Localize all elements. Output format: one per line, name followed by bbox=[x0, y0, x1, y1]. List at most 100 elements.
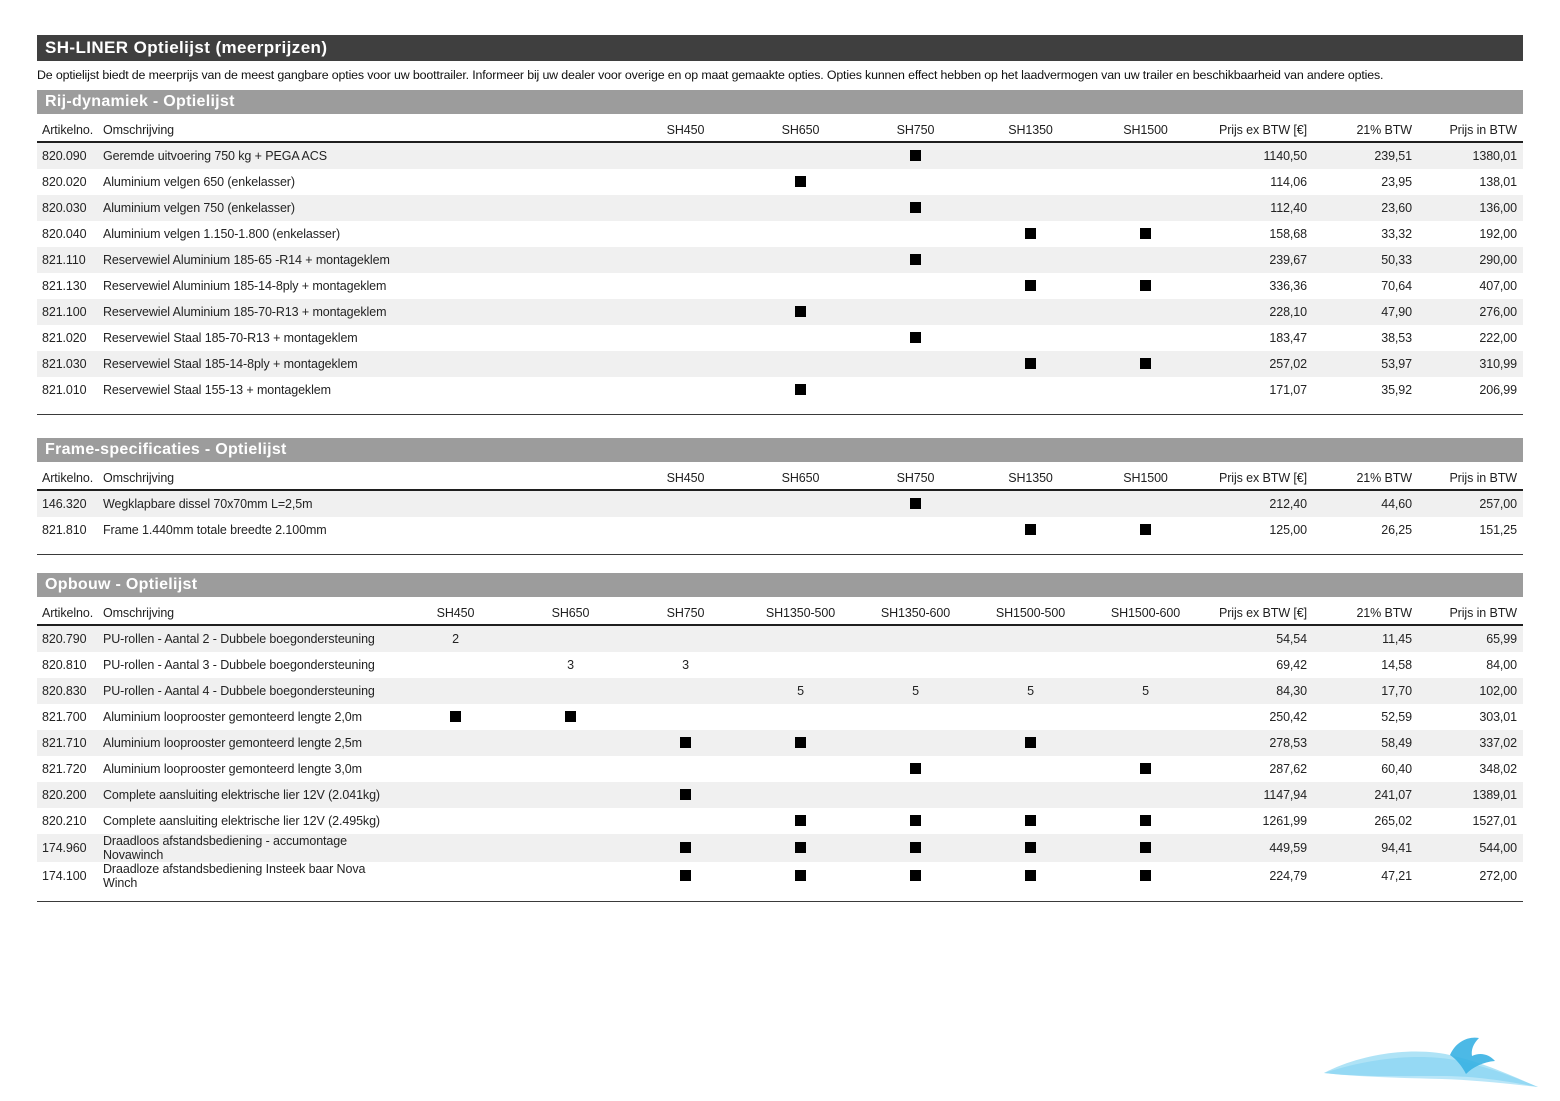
model-cell-sh650 bbox=[513, 678, 628, 704]
availability-marker-icon bbox=[1140, 870, 1151, 882]
artikelno-cell: 821.110 bbox=[42, 253, 86, 267]
description-cell: Reservewiel Staal 185-14-8ply + montagek… bbox=[103, 357, 358, 371]
artikelno-cell: 821.710 bbox=[42, 736, 87, 750]
model-column-header-sh750: SH750 bbox=[858, 114, 973, 143]
artikelno-cell: 821.010 bbox=[42, 383, 87, 397]
artikelno-cell: 146.320 bbox=[42, 497, 87, 511]
description-cell: Complete aansluiting elektrische lier 12… bbox=[103, 814, 380, 828]
availability-marker-icon bbox=[1025, 815, 1036, 827]
artikelno-cell: 821.100 bbox=[42, 305, 87, 319]
availability-marker-icon bbox=[1140, 358, 1151, 370]
model-cell-sh1500-600 bbox=[1088, 808, 1203, 834]
model-cell-sh1350-500: 5 bbox=[797, 684, 804, 698]
model-cell-sh1350-600 bbox=[858, 756, 973, 782]
price-ex-btw-cell: 224,79 bbox=[1269, 869, 1307, 883]
model-cell-sh750 bbox=[858, 195, 973, 221]
vat-cell: 23,60 bbox=[1381, 201, 1412, 215]
availability-marker-icon bbox=[680, 789, 691, 801]
model-cell-sh1500-500: 5 bbox=[1027, 684, 1034, 698]
vat-cell: 50,33 bbox=[1381, 253, 1412, 267]
description-cell: Reservewiel Aluminium 185-14-8ply + mont… bbox=[103, 279, 387, 293]
availability-marker-icon bbox=[910, 150, 921, 162]
model-cell-sh750 bbox=[858, 325, 973, 351]
model-cell-sh450: 2 bbox=[452, 632, 459, 646]
model-cell-sh1350-600 bbox=[858, 862, 973, 890]
price-ex-btw-cell: 449,59 bbox=[1269, 841, 1307, 855]
price-ex-btw-cell: 1147,94 bbox=[1263, 788, 1307, 802]
availability-marker-icon bbox=[1025, 524, 1036, 536]
price-ex-btw-cell: 287,62 bbox=[1269, 762, 1307, 776]
vat-column-header: 21% BTW bbox=[1313, 114, 1418, 143]
table-row: 821.020 Reservewiel Staal 185-70-R13 + mo… bbox=[37, 325, 1523, 351]
table-row: 174.100 Draadloze afstandsbediening Inste… bbox=[37, 862, 1523, 890]
table-row: 821.720 Aluminium looprooster gemonteerd … bbox=[37, 756, 1523, 782]
omschrijving-column-header: Omschrijving bbox=[99, 597, 398, 626]
model-cell-sh450 bbox=[628, 517, 743, 543]
model-cell-sh450 bbox=[398, 808, 513, 834]
table-row: 821.710 Aluminium looprooster gemonteerd … bbox=[37, 730, 1523, 756]
table-row: 174.960 Draadloos afstandsbediening - acc… bbox=[37, 834, 1523, 862]
artikelno-cell: 820.210 bbox=[42, 814, 87, 828]
model-cell-sh1500-600 bbox=[1088, 652, 1203, 678]
artikelno-cell: 820.030 bbox=[42, 201, 87, 215]
table-row: 820.790 PU-rollen - Aantal 2 - Dubbele bo… bbox=[37, 625, 1523, 652]
availability-marker-icon bbox=[910, 815, 921, 827]
price-ex-btw-cell: 84,30 bbox=[1276, 684, 1307, 698]
price-ex-btw-cell: 250,42 bbox=[1269, 710, 1307, 724]
model-cell-sh650: 3 bbox=[567, 658, 574, 672]
model-cell-sh1500-500 bbox=[973, 834, 1088, 862]
omschrijving-column-header: Omschrijving bbox=[99, 462, 628, 491]
price-in-btw-cell: 544,00 bbox=[1479, 841, 1517, 855]
artikelno-cell: 820.040 bbox=[42, 227, 87, 241]
model-cell-sh750 bbox=[628, 730, 743, 756]
model-cell-sh750 bbox=[858, 221, 973, 247]
model-cell-sh750 bbox=[628, 704, 743, 730]
model-cell-sh650 bbox=[743, 273, 858, 299]
artikelno-cell: 820.200 bbox=[42, 788, 87, 802]
price-in-btw-cell: 138,01 bbox=[1479, 175, 1517, 189]
table-row: 820.020 Aluminium velgen 650 (enkelasser)… bbox=[37, 169, 1523, 195]
table-row: 820.090 Geremde uitvoering 750 kg + PEGA … bbox=[37, 142, 1523, 169]
model-cell-sh650 bbox=[743, 169, 858, 195]
model-column-header-sh650: SH650 bbox=[743, 114, 858, 143]
price-ex-btw-cell: 212,40 bbox=[1269, 497, 1307, 511]
model-cell-sh1500 bbox=[1088, 273, 1203, 299]
availability-marker-icon bbox=[680, 870, 691, 882]
model-cell-sh1350-500 bbox=[743, 756, 858, 782]
artikelno-column-header: Artikelno. bbox=[37, 597, 99, 626]
model-cell-sh1500-600 bbox=[1088, 834, 1203, 862]
description-cell: Reservewiel Aluminium 185-65 -R14 + mont… bbox=[103, 253, 390, 267]
artikelno-cell: 821.700 bbox=[42, 710, 87, 724]
vat-cell: 241,07 bbox=[1374, 788, 1412, 802]
availability-marker-icon bbox=[680, 842, 691, 854]
table-row: 821.810 Frame 1.440mm totale breedte 2.10… bbox=[37, 517, 1523, 543]
description-cell: Draadloos afstandsbediening - accumontag… bbox=[103, 834, 347, 862]
artikelno-cell: 820.020 bbox=[42, 175, 87, 189]
price-in-btw-column-header: Prijs in BTW bbox=[1418, 462, 1523, 491]
model-cell-sh1350-600 bbox=[858, 730, 973, 756]
price-in-btw-cell: 276,00 bbox=[1479, 305, 1517, 319]
model-cell-sh1500-500 bbox=[973, 625, 1088, 652]
price-ex-btw-cell: 228,10 bbox=[1269, 305, 1307, 319]
price-in-btw-cell: 136,00 bbox=[1479, 201, 1517, 215]
description-cell: Aluminium looprooster gemonteerd lengte … bbox=[103, 710, 362, 724]
availability-marker-icon bbox=[1140, 842, 1151, 854]
model-column-header-sh650: SH650 bbox=[513, 597, 628, 626]
description-cell: Frame 1.440mm totale breedte 2.100mm bbox=[103, 523, 327, 537]
price-ex-btw-cell: 112,40 bbox=[1270, 201, 1307, 215]
vat-cell: 239,51 bbox=[1374, 149, 1412, 163]
price-ex-btw-column-header: Prijs ex BTW [€] bbox=[1203, 462, 1313, 491]
model-cell-sh1350 bbox=[973, 273, 1088, 299]
description-cell: PU-rollen - Aantal 2 - Dubbele boegonder… bbox=[103, 632, 375, 646]
artikelno-cell: 821.030 bbox=[42, 357, 87, 371]
intro-text: De optielijst biedt de meerprijs van de … bbox=[37, 68, 1384, 82]
artikelno-cell: 821.810 bbox=[42, 523, 87, 537]
price-in-btw-cell: 151,25 bbox=[1479, 523, 1517, 537]
price-in-btw-cell: 290,00 bbox=[1479, 253, 1517, 267]
description-cell: PU-rollen - Aantal 4 - Dubbele boegonder… bbox=[103, 684, 375, 698]
model-cell-sh1350-600 bbox=[858, 704, 973, 730]
availability-marker-icon bbox=[795, 176, 806, 188]
model-cell-sh650 bbox=[743, 351, 858, 377]
vat-cell: 94,41 bbox=[1381, 841, 1412, 855]
availability-marker-icon bbox=[795, 384, 806, 396]
